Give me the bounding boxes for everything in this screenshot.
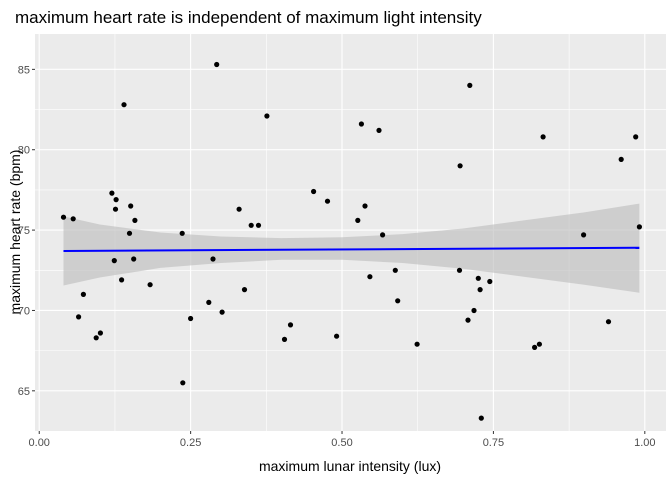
y-axis-ticks: 65 70 75 80 85 — [18, 64, 35, 398]
data-point — [131, 256, 137, 262]
data-points — [60, 61, 643, 421]
data-point — [210, 256, 216, 262]
data-point — [121, 102, 127, 108]
y-tick-label: 70 — [18, 305, 30, 317]
y-axis-title: maximum heart rate (bpm) — [7, 150, 23, 315]
y-tick-label: 65 — [18, 386, 30, 398]
data-point — [536, 341, 543, 347]
x-tick-label: 1.00 — [634, 437, 655, 449]
data-point — [605, 319, 612, 325]
data-point — [111, 258, 117, 264]
data-point — [311, 188, 317, 195]
data-point — [376, 127, 382, 133]
x-axis-title: maximum lunar intensity (lux) — [259, 458, 441, 474]
data-point — [540, 134, 546, 140]
data-point — [457, 163, 463, 169]
data-point — [147, 282, 153, 288]
data-point — [112, 206, 119, 212]
data-point — [392, 267, 398, 273]
x-tick-label: 0.25 — [180, 437, 201, 449]
data-point — [60, 214, 67, 220]
data-point — [324, 198, 331, 204]
x-tick-label: 0.50 — [331, 437, 352, 449]
data-point — [467, 82, 473, 88]
data-point — [380, 232, 386, 238]
data-point — [219, 309, 225, 315]
data-point — [471, 307, 477, 314]
y-tick-label: 85 — [18, 64, 30, 76]
data-point — [395, 298, 401, 304]
data-point — [113, 197, 119, 203]
data-point — [132, 217, 138, 223]
data-point — [214, 61, 220, 68]
data-point — [456, 267, 463, 273]
data-point — [109, 190, 115, 196]
data-point — [248, 222, 254, 228]
data-point — [636, 224, 643, 230]
data-point — [97, 330, 103, 336]
data-point — [179, 230, 185, 236]
y-tick-label: 75 — [18, 225, 30, 237]
data-point — [188, 315, 194, 322]
data-point — [76, 314, 82, 320]
data-point — [532, 344, 538, 350]
data-point — [355, 217, 361, 223]
x-tick-label: 0.75 — [483, 437, 504, 449]
trend-line — [63, 246, 640, 252]
data-point — [206, 299, 212, 305]
x-tick-label: 0.00 — [29, 437, 50, 449]
data-point — [70, 216, 76, 222]
data-point — [128, 203, 134, 209]
data-point — [465, 317, 471, 323]
data-point — [80, 291, 86, 297]
y-tick-label: 80 — [18, 145, 30, 157]
data-point — [414, 341, 420, 347]
data-point — [581, 232, 587, 238]
data-point — [236, 206, 242, 212]
data-point — [126, 230, 133, 236]
data-point — [367, 274, 373, 280]
data-point — [119, 277, 125, 283]
data-point — [478, 415, 484, 421]
chart-title: maximum heart rate is independent of max… — [15, 8, 482, 27]
data-point — [358, 121, 364, 127]
data-point — [287, 322, 294, 328]
data-point — [362, 203, 368, 209]
data-point — [334, 333, 340, 339]
data-point — [618, 156, 624, 162]
data-point — [475, 275, 481, 281]
data-point — [241, 287, 248, 293]
data-point — [180, 380, 186, 386]
data-point — [264, 113, 270, 119]
data-point — [477, 287, 483, 293]
x-axis-ticks: 0.00 0.25 0.50 0.75 1.00 — [29, 431, 656, 449]
data-point — [93, 335, 99, 341]
data-point — [633, 134, 639, 140]
data-point — [487, 278, 493, 285]
data-point — [281, 336, 288, 342]
confidence-band — [63, 203, 640, 293]
data-point — [255, 222, 262, 228]
